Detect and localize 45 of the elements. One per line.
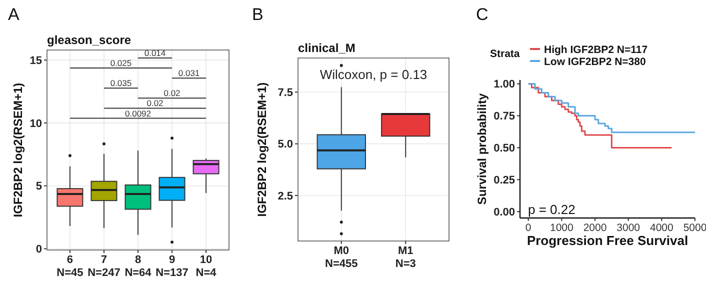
x-tick-label: 6 N=45 [56, 254, 84, 279]
y-axis-title: IGF2BP2 log2(RSEM+1) [255, 82, 269, 217]
x-tick-label: 5000 [683, 222, 706, 234]
legend-label: High IGF2BP2 N=117 [544, 44, 648, 56]
x-tick-label: 7 N=247 [88, 254, 120, 279]
annotation: 0.014 [144, 48, 166, 58]
text: A [8, 5, 20, 24]
annotation: 0.0092 [125, 108, 152, 118]
y-tick-label: 0.50 [494, 142, 515, 155]
x-tick-label: 8 N=64 [124, 254, 152, 279]
annotation: p = 0.22 [528, 202, 576, 217]
x-tick-label: 1000 [550, 222, 574, 234]
x-tick-label: 4000 [650, 222, 674, 234]
y-tick-label: 2.5 [278, 190, 293, 202]
y-tick-label: 1.00 [494, 78, 515, 91]
x-axis-title: Progression Free Survival [526, 233, 688, 248]
x-tick-label: 10 N=4 [196, 254, 218, 279]
chart-title: gleason_score [47, 33, 132, 47]
annotation: 0.025 [110, 58, 132, 68]
y-tick-label: 5.0 [278, 138, 293, 151]
annotation: 0.02 [164, 88, 181, 98]
y-tick-label: 0.25 [494, 174, 515, 187]
y-tick-label: 15 [30, 54, 42, 67]
x-tick-label: 2000 [583, 222, 607, 234]
x-tick-label: 9 N=137 [156, 254, 188, 279]
x-tick-label: 0 [525, 222, 532, 234]
annotation: Wilcoxon, p = 0.13 [320, 67, 428, 82]
y-tick-label: 0.00 [494, 206, 515, 218]
annotation: 0.035 [110, 78, 132, 88]
x-tick-label: M0 N=455 [325, 245, 358, 270]
y-axis-title: IGF2BP2 log2(RSEM+1) [11, 82, 25, 218]
text: C [476, 5, 488, 24]
legend-title: Strata [490, 48, 520, 60]
x-tick-label: M1 N=3 [395, 245, 416, 270]
y-tick-label: 5 [36, 180, 42, 193]
annotation: 0.031 [178, 68, 200, 78]
text: B [252, 5, 264, 24]
y-tick-label: 0.75 [494, 110, 515, 123]
x-tick-label: 3000 [616, 222, 640, 234]
legend-label: Low IGF2BP2 N=380 [544, 56, 646, 68]
annotation: 0.02 [146, 98, 164, 108]
chart-title: clinical_M [298, 41, 356, 55]
y-tick-label: 10 [30, 118, 42, 130]
y-axis-title: Survival probability [475, 93, 489, 205]
y-tick-label: 7.5 [278, 86, 293, 99]
